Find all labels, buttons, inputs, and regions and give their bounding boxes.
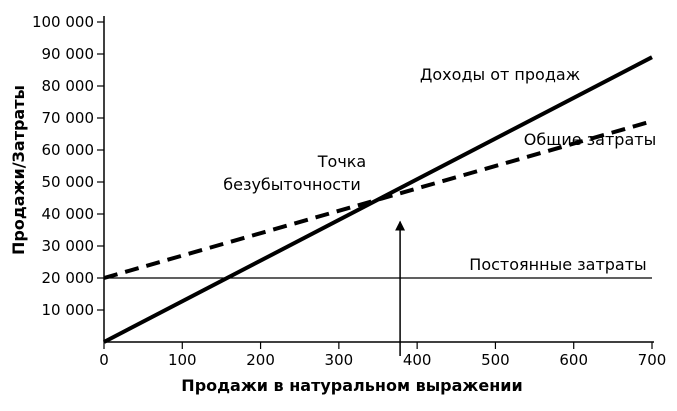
x-tick-label: 100 <box>168 351 197 369</box>
x-tick-label: 500 <box>481 351 510 369</box>
y-tick-label: 30 000 <box>42 237 95 255</box>
series-label-2: Общие затраты <box>524 130 656 149</box>
y-tick-label: 90 000 <box>42 45 95 63</box>
series-group: Доходы от продаж Общие затраты Постоянные … <box>103 55 656 344</box>
x-tick-label: 200 <box>246 351 275 369</box>
series-line-1 <box>103 55 653 344</box>
series-line-2 <box>103 119 653 280</box>
x-tick-label: 600 <box>559 351 588 369</box>
break-even-label-line: безубыточности <box>223 175 361 194</box>
break-even-label-line: Точка <box>317 152 366 171</box>
y-tick-label: 70 000 <box>42 109 95 127</box>
series-label-3: Постоянные затраты <box>469 255 646 274</box>
y-tick-label: 20 000 <box>42 269 95 287</box>
x-tick-label: 400 <box>403 351 432 369</box>
y-tick-label: 60 000 <box>42 141 95 159</box>
y-tick-label: 50 000 <box>42 173 95 191</box>
y-tick-label: 80 000 <box>42 77 95 95</box>
x-tick-label: 300 <box>325 351 354 369</box>
x-tick-label: 0 <box>99 351 109 369</box>
y-tick-label: 10 000 <box>42 301 95 319</box>
break-even-label: Точка безубыточности <box>223 152 366 194</box>
y-tick-label: 100 000 <box>32 13 94 31</box>
x-tick-label: 700 <box>638 351 667 369</box>
x-axis-title: Продажи в натуральном выражении <box>181 376 522 395</box>
y-tick-label: 40 000 <box>42 205 95 223</box>
axes: 0 100 200 300 400 500 600 700 10 000 20 000 30 000… <box>32 13 666 369</box>
y-axis-title: Продажи/Затраты <box>9 85 28 255</box>
series-label-1: Доходы от продаж <box>420 65 580 84</box>
annotations: Точка безубыточности <box>223 152 406 356</box>
